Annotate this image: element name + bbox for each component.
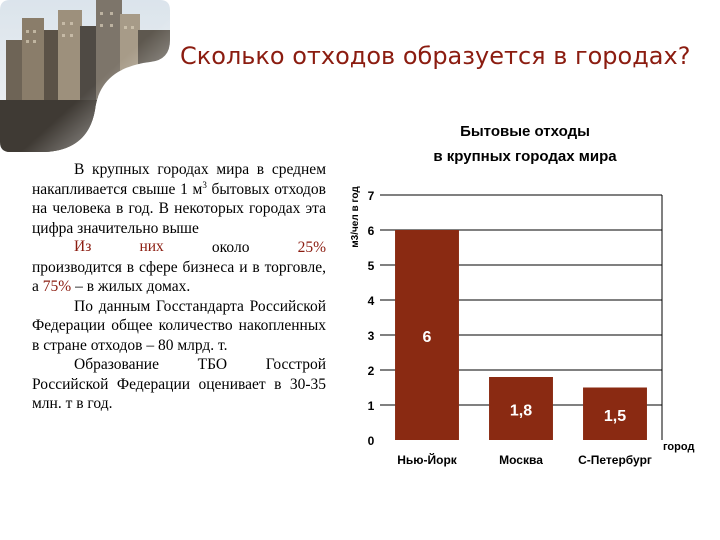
x-category-label: Москва	[499, 453, 543, 467]
y-tick-label: 1	[368, 399, 375, 413]
bar	[489, 377, 553, 440]
y-tick-label: 4	[368, 294, 375, 308]
paragraph-average-waste: В крупных городах мира в среднем накапли…	[32, 161, 326, 237]
bar-value-label: 1,8	[510, 403, 532, 420]
paragraph-gosstroy: Образование ТБО Госстрой Российской Феде…	[32, 356, 326, 412]
bar-value-label: 1,5	[604, 408, 626, 425]
bar	[583, 387, 647, 440]
bar	[395, 230, 459, 440]
paragraph-waste-sources: Из них около 25%	[74, 238, 326, 256]
y-tick-label: 7	[368, 189, 375, 203]
chart-title: Бытовые отходы в крупных городах мира	[433, 123, 617, 165]
x-category-label: Нью-Йорк	[397, 452, 458, 467]
y-tick-label: 5	[368, 259, 375, 273]
bar-value-label: 6	[423, 329, 432, 346]
highlight-them: них	[139, 238, 164, 255]
paragraph-gosstandart: По данным Госстандарта Российской Федера…	[32, 297, 326, 354]
homes-share: 75%	[42, 278, 72, 295]
y-tick-label: 3	[368, 329, 375, 343]
x-axis-label: город	[663, 441, 694, 453]
paragraph-waste-sources-cont: производится в сфере бизнеса и в торговл…	[32, 258, 326, 296]
highlight-from: Из	[74, 238, 92, 255]
business-share: 25%	[297, 239, 326, 256]
city-skyline-photo	[0, 0, 170, 152]
y-axis-label: м3/чел в год	[350, 186, 361, 248]
chart-title-line-2: в крупных городах мира	[433, 148, 617, 165]
chart-title-line-1: Бытовые отходы	[460, 123, 590, 140]
y-tick-label: 6	[368, 224, 375, 238]
body-text: В крупных городах мира в среднем накапли…	[32, 160, 326, 414]
waste-bar-chart: Бытовые отходы в крупных городах мира м3…	[350, 123, 694, 467]
slide-title: Сколько отходов образуется в городах?	[180, 42, 691, 70]
y-tick-label: 2	[368, 364, 375, 378]
x-category-label: С-Петербург	[578, 453, 652, 467]
y-tick-label: 0	[368, 434, 375, 448]
